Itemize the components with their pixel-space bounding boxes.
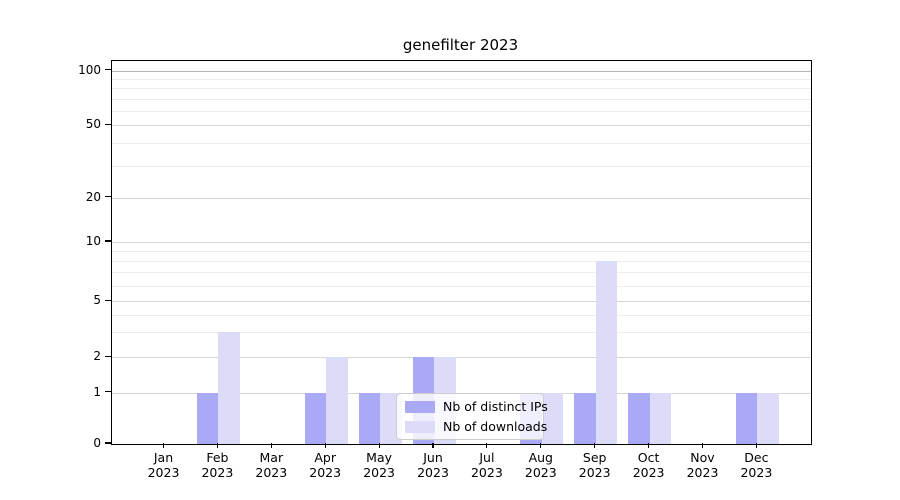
gridline-major [112,301,811,303]
x-tick-label: Sep 2023 [578,450,611,480]
x-tick-label: Dec 2023 [740,450,773,480]
y-tick-label: 5 [93,293,101,308]
x-tick-mark [486,443,488,448]
legend-label-distinct-ips: Nb of distinct IPs [443,399,548,414]
bar-distinct-ips [196,392,219,444]
y-tick-mark [105,391,111,393]
x-tick-label: Jan 2023 [147,450,180,480]
y-tick-label: 10 [85,234,101,249]
bar-downloads [595,261,618,444]
y-tick-mark [105,299,111,301]
x-tick-mark [755,443,757,448]
bar-distinct-ips [304,392,327,444]
x-tick-label: May 2023 [363,450,395,480]
x-tick-mark [270,443,272,448]
bar-distinct-ips [358,392,381,444]
bar-downloads [218,332,240,444]
y-tick-mark [105,355,111,357]
y-tick-label: 50 [85,117,101,132]
gridline-major [112,242,811,244]
x-tick-mark [648,443,650,448]
gridline-minor [112,98,811,100]
gridline-minor [112,111,811,113]
x-tick-mark [594,443,596,448]
y-tick-label: 2 [93,349,101,364]
x-tick-mark [324,443,326,448]
gridline-major [112,70,811,72]
gridline-minor [112,261,811,263]
y-tick-label: 100 [78,62,101,77]
y-tick-mark [105,123,111,126]
gridline-minor [112,79,811,81]
bar-downloads [541,392,564,444]
gridline-minor [112,314,811,316]
chart-title: genefilter 2023 [402,36,519,54]
x-tick-label: Oct 2023 [632,450,665,480]
x-tick-label: Apr 2023 [309,450,342,480]
y-tick-label: 20 [85,189,101,204]
x-tick-label: Aug 2023 [524,450,557,480]
gridline-minor [112,165,811,167]
plot-area [111,60,812,445]
bar-downloads [649,392,672,444]
x-tick-label: Nov 2023 [686,450,719,480]
gridline-major [112,125,811,127]
x-tick-label: Jul 2023 [470,450,503,480]
legend-item-distinct-ips: Nb of distinct IPs [405,399,548,414]
bar-distinct-ips [735,392,758,444]
x-tick-mark [216,443,218,448]
gridline-minor [112,251,811,253]
y-tick-label: 0 [93,436,101,450]
legend-swatch-downloads [405,420,435,433]
x-tick-mark [162,443,165,448]
y-tick-mark [105,442,111,444]
bar-distinct-ips [574,392,596,444]
gridline-minor [112,332,811,334]
bar-downloads [757,392,779,444]
x-tick-mark [540,443,542,448]
gridline-minor [112,88,811,90]
gridline-minor [112,143,811,145]
x-tick-mark [432,443,434,448]
legend-label-downloads: Nb of downloads [443,419,548,434]
x-tick-label: Mar 2023 [255,450,288,480]
legend-item-downloads: Nb of downloads [405,419,547,434]
gridline-major [112,197,811,199]
y-tick-mark [105,195,111,198]
gridline-minor [112,285,811,287]
legend-swatch-distinct-ips [405,400,435,413]
x-tick-mark [701,443,704,448]
gridline-major [112,357,811,359]
x-tick-label: Jun 2023 [417,450,449,480]
bar-downloads [326,357,348,444]
y-tick-label: 1 [93,384,101,399]
legend: Nb of distinct IPs Nb of downloads [396,393,548,440]
bar-distinct-ips [628,392,650,444]
gridline-minor [112,272,811,274]
x-tick-mark [378,443,380,448]
x-tick-label: Feb 2023 [201,450,234,480]
y-tick-mark [105,240,111,242]
y-tick-mark [105,69,111,71]
